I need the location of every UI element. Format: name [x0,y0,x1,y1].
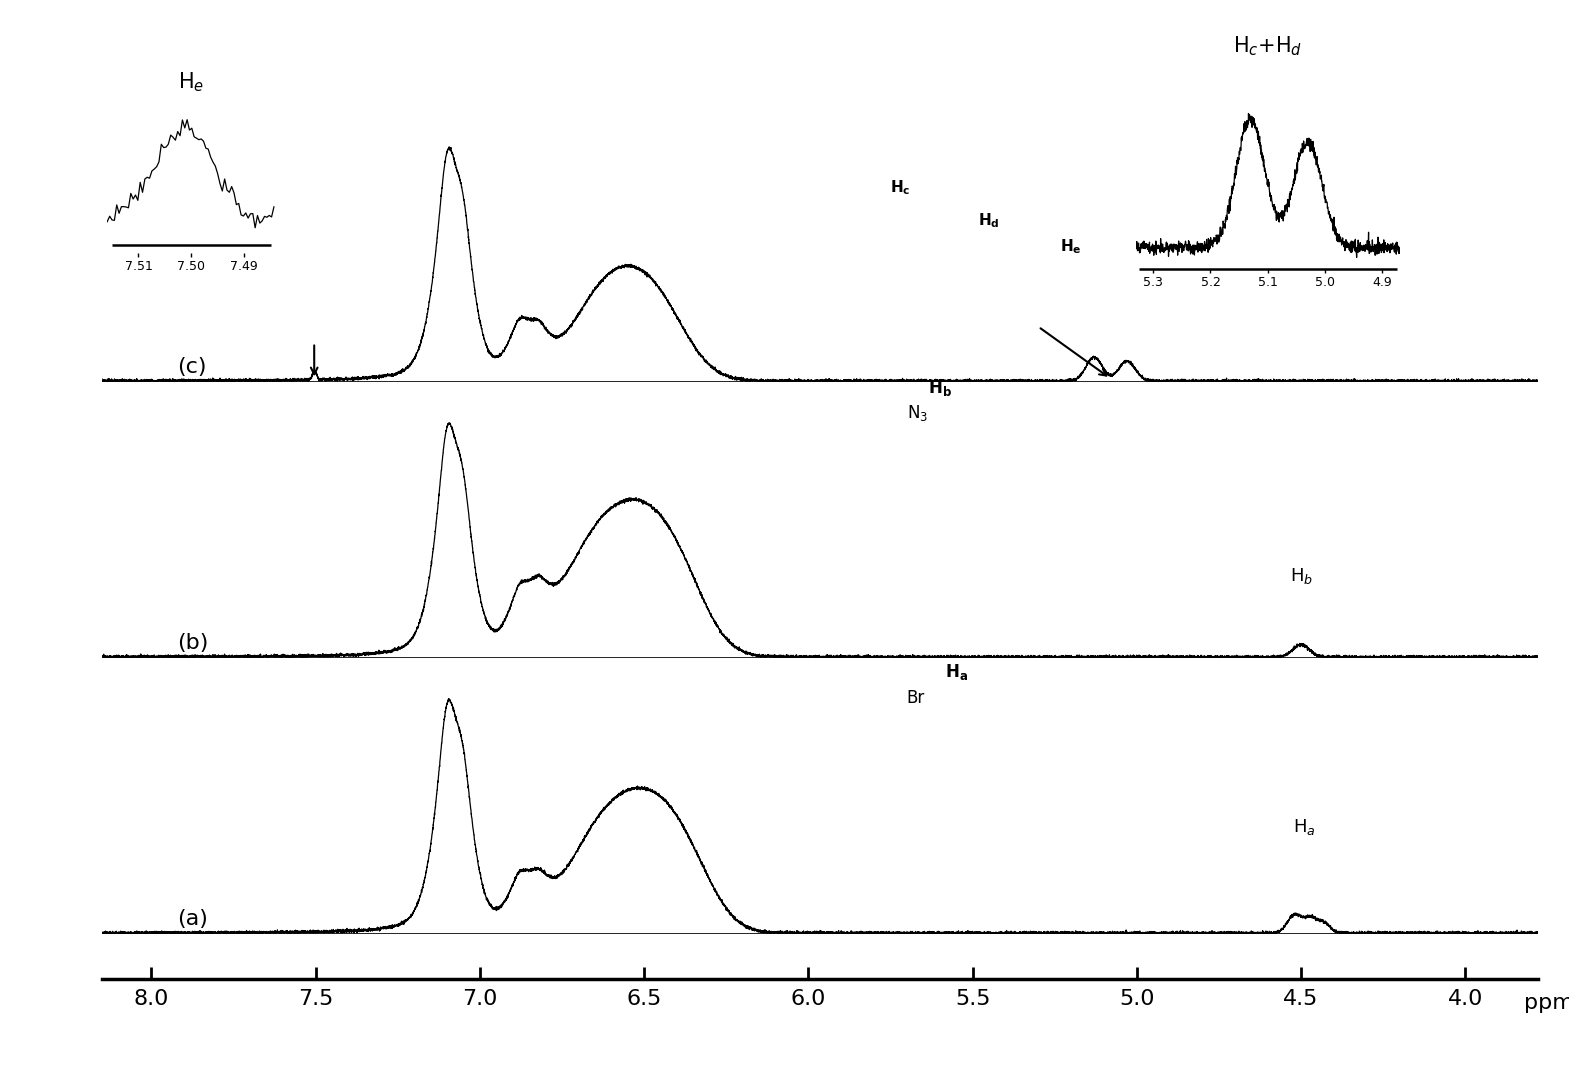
Text: $\mathbf{H_c}$: $\mathbf{H_c}$ [890,179,910,197]
Text: Br: Br [907,689,926,707]
Text: $\mathbf{H_b}$: $\mathbf{H_b}$ [927,378,952,398]
Text: (a): (a) [177,908,209,929]
Text: $\mathbf{H_a}$: $\mathbf{H_a}$ [945,662,968,683]
Text: H$_b$: H$_b$ [1290,566,1313,586]
Text: $\mathbf{H_d}$: $\mathbf{H_d}$ [977,212,999,230]
Text: H$_c$+H$_d$: H$_c$+H$_d$ [1233,34,1302,58]
Text: N$_3$: N$_3$ [907,403,927,423]
Text: H$_a$: H$_a$ [1293,816,1316,837]
Text: (c): (c) [177,357,207,377]
Text: (b): (b) [177,632,209,653]
Text: ppm: ppm [1525,993,1569,1013]
Text: H$_e$: H$_e$ [179,71,204,94]
Text: $\mathbf{H_e}$: $\mathbf{H_e}$ [1061,236,1083,256]
